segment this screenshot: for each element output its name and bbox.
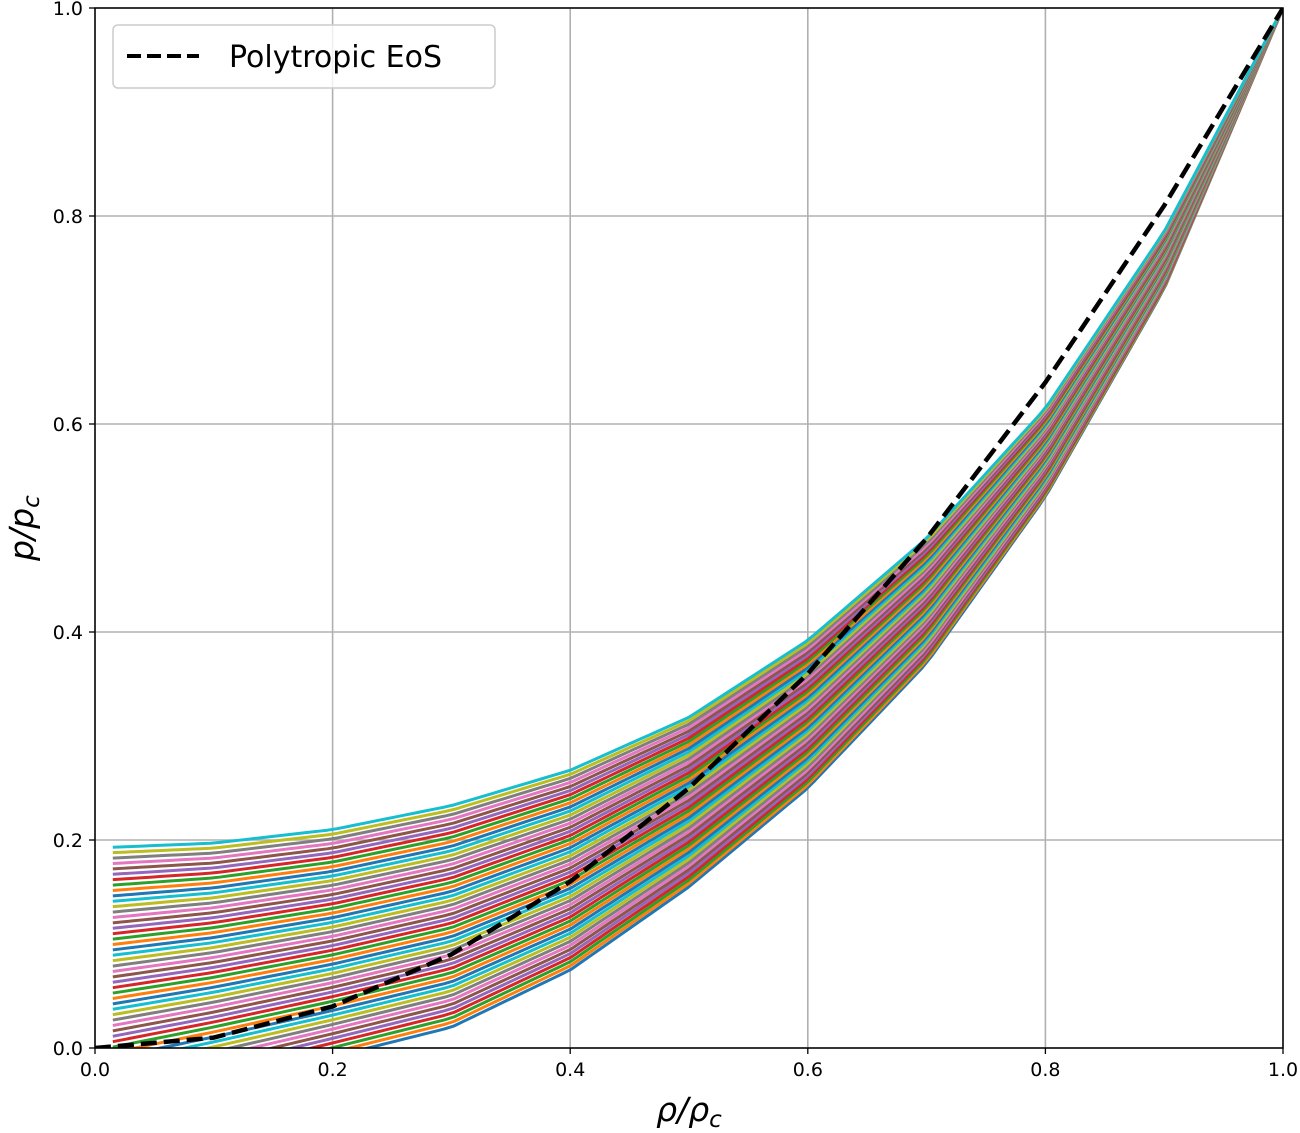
- x-tick-label: 0.0: [80, 1059, 110, 1081]
- y-tick-label: 0.2: [53, 830, 83, 852]
- y-tick-label: 0.4: [53, 622, 83, 644]
- y-tick-label: 0.6: [53, 414, 83, 436]
- y-tick-label: 1.0: [53, 0, 83, 20]
- x-tick-label: 1.0: [1268, 1059, 1298, 1081]
- x-tick-label: 0.4: [555, 1059, 585, 1081]
- curve-family: [112, 8, 1283, 1048]
- legend-box: [112, 24, 496, 89]
- plot-frame: [94, 7, 1284, 1049]
- x-tick-label: 0.2: [317, 1059, 347, 1081]
- x-tick-label: 0.6: [793, 1059, 823, 1081]
- polytropic-eos-series: [95, 8, 1283, 1048]
- x-tick-label: 0.8: [1030, 1059, 1060, 1081]
- plot-background: [95, 8, 1283, 1048]
- x-axis-label: ρ/ρc: [656, 1090, 722, 1133]
- polytropic-eos-line: [95, 8, 1283, 1048]
- y-tick-label: 0.0: [53, 1038, 83, 1060]
- family-curve: [112, 8, 1283, 849]
- legend-label: Polytropic EoS: [229, 40, 442, 75]
- legend: Polytropic EoS: [112, 24, 496, 89]
- axis-ticks: 0.0 0.2 0.4 0.6 0.8 1.0 0.0 0.2 0.4 0.6 0.8 1.0: [53, 0, 1298, 1081]
- y-tick-label: 0.8: [53, 206, 83, 228]
- y-axis-label: p/pc: [2, 495, 45, 562]
